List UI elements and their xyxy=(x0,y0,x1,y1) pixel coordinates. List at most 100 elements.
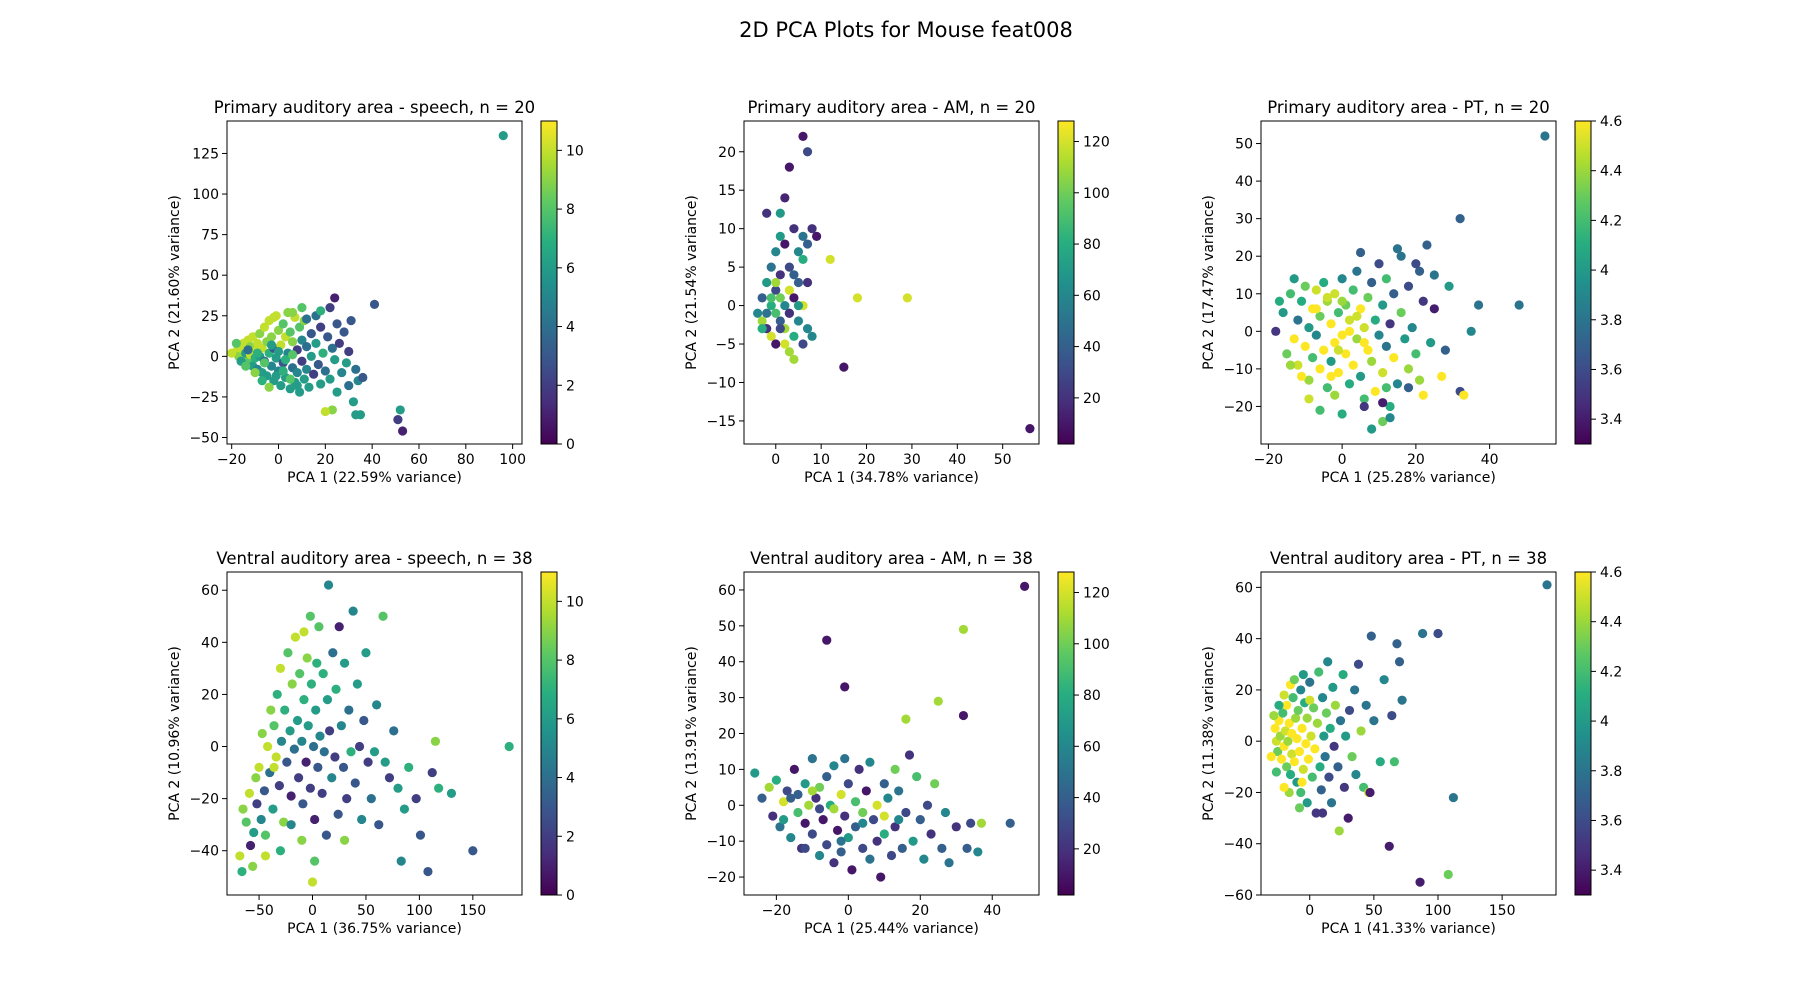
scatter-point xyxy=(285,726,295,736)
scatter-point xyxy=(1315,762,1325,772)
scatter-point xyxy=(276,736,287,746)
colorbar xyxy=(540,571,558,896)
x-tick-label: 0 xyxy=(274,452,283,468)
scatter-point xyxy=(912,771,922,782)
scatter-point xyxy=(339,835,350,845)
scatter-point xyxy=(315,731,325,741)
scatter-point xyxy=(1374,330,1384,340)
scatter-point xyxy=(260,851,271,861)
scatter-point xyxy=(306,351,316,361)
scatter-point xyxy=(1324,772,1334,782)
scatter-point xyxy=(302,342,312,352)
scatter-point xyxy=(339,327,349,337)
scatter-point xyxy=(263,741,273,752)
scatter-point xyxy=(894,815,904,825)
scatter-point xyxy=(313,359,323,370)
y-tick-label: 60 xyxy=(201,583,219,599)
scatter-point xyxy=(308,741,319,752)
scatter-point xyxy=(1367,424,1377,434)
scatter-point xyxy=(307,877,318,887)
x-tick-label: 150 xyxy=(1489,903,1516,919)
scatter-point xyxy=(802,239,813,249)
scatter-point xyxy=(278,319,288,329)
scatter-point xyxy=(814,850,825,861)
x-axis-label: PCA 1 (41.33% variance) xyxy=(1321,921,1496,937)
scatter-point xyxy=(316,322,326,332)
x-tick-label: 40 xyxy=(1481,452,1499,468)
scatter-point xyxy=(1375,757,1385,767)
scatter-point xyxy=(1320,751,1330,762)
scatter-point xyxy=(272,689,282,700)
scatter-point xyxy=(1418,296,1428,306)
scatter-point xyxy=(1387,710,1397,721)
x-tick-label: 0 xyxy=(308,903,317,919)
scatter-point xyxy=(822,840,832,850)
scatter-point xyxy=(348,606,358,616)
scatter-point xyxy=(757,316,767,326)
colorbar xyxy=(1057,120,1075,445)
scatter-point xyxy=(344,346,354,357)
scatter-point xyxy=(287,337,298,347)
scatter-point xyxy=(1316,785,1326,795)
x-tick-label: 100 xyxy=(1425,903,1452,919)
scatter-point xyxy=(775,231,785,241)
scatter-point xyxy=(872,800,882,810)
scatter-point xyxy=(313,762,323,772)
colorbar xyxy=(1574,571,1592,896)
scatter-point xyxy=(336,721,346,731)
scatter-point xyxy=(339,658,350,668)
scatter-point xyxy=(319,747,329,757)
scatter-point xyxy=(771,339,781,349)
scatter-point xyxy=(266,705,276,715)
colorbar-tick-label: 0 xyxy=(566,437,575,453)
scatter-point xyxy=(1298,764,1308,774)
scatter-point xyxy=(331,684,341,694)
scatter-point xyxy=(358,372,368,383)
scatter-point xyxy=(299,627,309,637)
scatter-point xyxy=(1334,826,1344,836)
colorbar-tick-label: 80 xyxy=(1083,688,1101,704)
scatter-point xyxy=(793,316,804,326)
scatter-point xyxy=(384,773,395,783)
scatter-point xyxy=(804,800,814,810)
scatter-point xyxy=(1359,401,1369,412)
scatter-point xyxy=(1326,356,1336,366)
scatter-point xyxy=(1271,326,1281,336)
scatter-point xyxy=(334,622,344,632)
scatter-point xyxy=(285,374,295,384)
scatter-point xyxy=(1319,731,1329,741)
plot-frame xyxy=(226,571,523,896)
scatter-point xyxy=(944,858,954,868)
scatter-point xyxy=(1317,808,1328,818)
scatter-point xyxy=(354,741,365,752)
scatter-point xyxy=(366,794,376,804)
scatter-point xyxy=(318,668,328,679)
scatter-point xyxy=(1411,349,1421,359)
scatter-point xyxy=(260,830,271,840)
scatter-point xyxy=(1305,695,1315,705)
scatter-point xyxy=(789,224,799,234)
scatter-point xyxy=(346,316,356,326)
y-tick-label: 0 xyxy=(210,349,219,365)
scatter-point xyxy=(274,780,284,791)
scatter-point xyxy=(1284,718,1294,728)
scatter-point xyxy=(266,361,277,371)
colorbar-tick-label: 0 xyxy=(566,888,575,904)
scatter-point xyxy=(798,131,808,141)
scatter-point xyxy=(243,345,253,355)
scatter-point xyxy=(292,380,302,391)
scatter-point xyxy=(1326,319,1336,329)
plot-frame xyxy=(1260,120,1557,445)
colorbar-tick-label: 120 xyxy=(1083,135,1110,151)
colorbar-tick-label: 4 xyxy=(566,771,575,787)
x-tick-label: 60 xyxy=(410,452,428,468)
scatter-point xyxy=(257,376,267,386)
colorbar-tick-label: 6 xyxy=(566,712,575,728)
scatter-point xyxy=(287,350,298,360)
y-tick-label: −20 xyxy=(706,870,736,886)
scatter-point xyxy=(784,162,794,172)
colorbar-tick-label: 100 xyxy=(1083,637,1110,653)
colorbar-tick-label: 6 xyxy=(566,261,575,277)
scatter-point xyxy=(352,679,362,689)
